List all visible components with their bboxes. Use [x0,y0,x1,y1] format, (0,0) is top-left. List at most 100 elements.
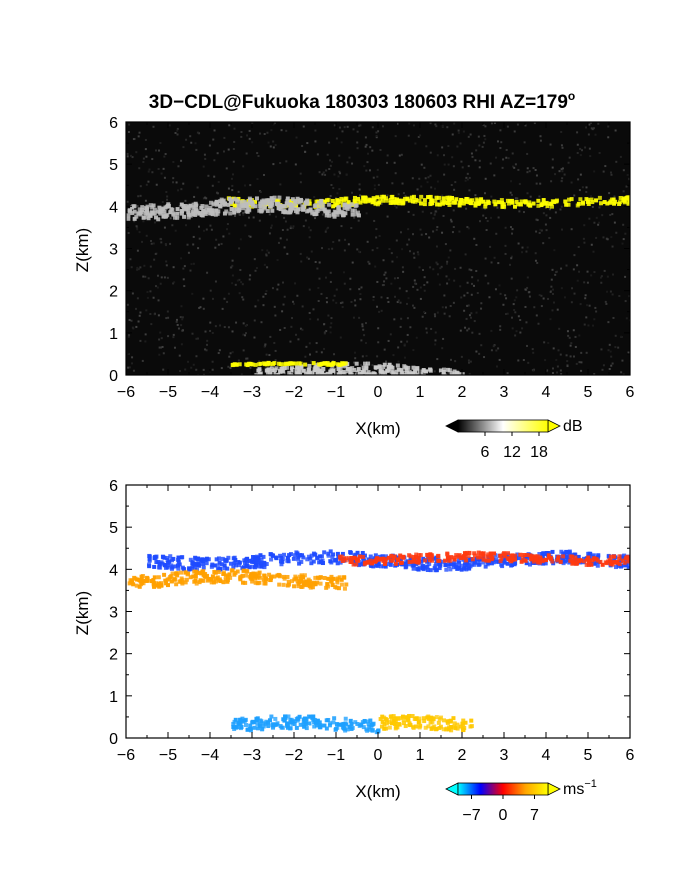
noise-pixel [137,135,140,138]
echo-pixel [622,200,627,205]
echo-pixel [136,211,141,216]
echo-pixel [279,725,284,730]
echo-pixel [537,552,542,557]
echo-pixel [257,580,262,585]
noise-pixel [309,318,312,321]
noise-pixel [323,332,326,335]
echo-pixel [400,198,405,203]
noise-pixel [314,217,317,220]
noise-pixel [592,324,595,327]
noise-pixel [598,221,601,224]
echo-pixel [339,196,344,201]
noise-pixel [621,359,624,362]
noise-pixel [430,186,433,189]
noise-pixel [147,277,150,280]
echo-pixel [276,202,281,207]
noise-pixel [380,309,383,312]
noise-pixel [197,203,200,206]
noise-pixel [592,250,595,253]
echo-pixel [596,554,601,559]
noise-pixel [244,334,247,337]
echo-pixel [428,720,433,725]
echo-pixel [214,557,219,562]
echo-pixel [613,565,618,570]
noise-pixel [380,202,383,205]
noise-pixel [346,161,349,164]
echo-pixel [127,581,132,586]
echo-pixel [255,716,260,721]
noise-pixel [131,362,134,365]
noise-pixel [320,292,323,295]
noise-pixel [204,157,207,160]
noise-pixel [375,134,378,137]
noise-pixel [332,187,335,190]
noise-pixel [202,307,205,310]
echo-pixel [382,722,387,727]
noise-pixel [578,189,581,192]
noise-pixel [127,130,130,133]
noise-pixel [617,346,620,349]
echo-pixel [512,204,517,209]
reflectivity-echoes [126,194,630,380]
echo-pixel [441,369,446,374]
noise-pixel [468,176,471,179]
noise-pixel [167,335,170,338]
echo-pixel [326,576,331,581]
noise-pixel [352,316,355,319]
echo-pixel [445,551,450,556]
noise-pixel [559,208,562,211]
noise-pixel [588,147,591,150]
echo-pixel [194,209,199,214]
noise-pixel [557,349,560,352]
echo-pixel [330,555,335,560]
echo-pixel [578,197,583,202]
echo-pixel [236,721,241,726]
noise-pixel [348,156,351,159]
echo-pixel [295,364,300,369]
noise-pixel [502,303,505,306]
echo-pixel [179,576,184,581]
echo-pixel [444,726,449,731]
noise-pixel [560,168,563,171]
echo-pixel [296,581,301,586]
echo-pixel [293,202,298,207]
echo-pixel [300,553,305,558]
noise-pixel [266,249,269,252]
echo-pixel [140,208,145,213]
noise-pixel [192,262,195,265]
noise-pixel [354,304,357,307]
echo-pixel [502,560,507,565]
x-tick-label: 3 [500,747,509,764]
echo-pixel [308,714,313,719]
echo-pixel [369,561,374,566]
noise-pixel [594,306,597,309]
noise-pixel [142,220,145,223]
noise-pixel [220,242,223,245]
noise-pixel [534,252,537,255]
noise-pixel [185,138,188,141]
echo-pixel [366,722,371,727]
echo-pixel [518,202,523,207]
echo-pixel [332,716,337,721]
echo-pixel [303,376,307,380]
echo-pixel [425,559,430,564]
echo-pixel [354,562,359,567]
echo-pixel [534,555,539,560]
echo-pixel [194,203,199,208]
noise-pixel [338,170,341,173]
noise-pixel [301,328,304,331]
echo-pixel [256,564,261,569]
noise-pixel [129,258,132,261]
echo-pixel [226,202,231,207]
noise-pixel [518,210,521,213]
noise-pixel [136,226,139,229]
x-tick-label: −4 [201,384,219,401]
echo-pixel [258,553,263,558]
echo-pixel [320,370,325,375]
noise-pixel [263,133,266,136]
echo-pixel [240,716,245,721]
noise-pixel [441,231,444,234]
noise-pixel [155,183,158,186]
noise-pixel [407,134,410,137]
noise-pixel [475,149,478,152]
